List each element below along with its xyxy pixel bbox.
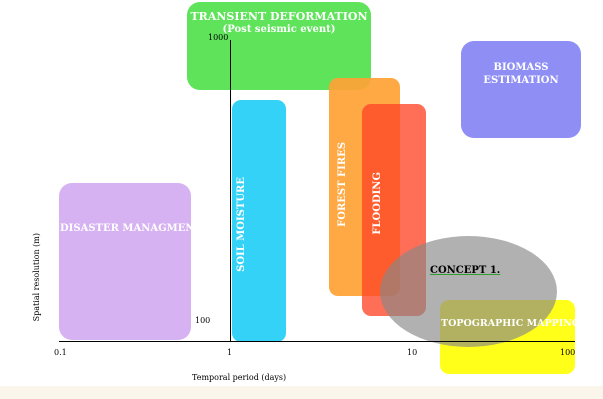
disaster-management-region <box>59 183 191 340</box>
biomass-label-line2: ESTIMATION <box>483 75 559 86</box>
biomass-label-line1: BIOMASS <box>493 62 549 73</box>
transient-deformation-title: TRANSIENT DEFORMATION <box>190 10 368 23</box>
x-tick-10: 10 <box>407 348 418 357</box>
soil-moisture-label: SOIL MOISTURE <box>236 177 247 272</box>
biomass-estimation-region <box>461 41 581 138</box>
topographic-mapping-label: TOPOGRAPHIC MAPPING <box>441 318 575 329</box>
concept-1-region <box>380 236 557 347</box>
y-tick-1000: 1000 <box>208 33 229 42</box>
x-tick-1: 1 <box>227 348 233 357</box>
y-axis-title: Spatial resolution (m) <box>32 233 41 322</box>
disaster-management-label: DISASTER MANAGMENT <box>60 223 202 234</box>
x-axis-line <box>59 341 575 342</box>
flooding-label: FLOODING <box>372 172 383 235</box>
forest-fires-label: FOREST FIRES <box>337 142 348 227</box>
bottom-strip <box>0 386 603 399</box>
soil-moisture-region <box>232 100 286 342</box>
y-axis-line <box>230 40 231 342</box>
y-tick-100: 100 <box>195 316 211 325</box>
x-tick-0-1: 0.1 <box>54 348 67 357</box>
x-axis-title: Temporal period (days) <box>192 373 287 382</box>
transient-deformation-region <box>187 2 371 90</box>
x-tick-100: 100 <box>560 348 576 357</box>
transient-deformation-subtitle: (Post seismic event) <box>222 24 336 35</box>
concept-1-label: CONCEPT 1. <box>430 265 501 276</box>
